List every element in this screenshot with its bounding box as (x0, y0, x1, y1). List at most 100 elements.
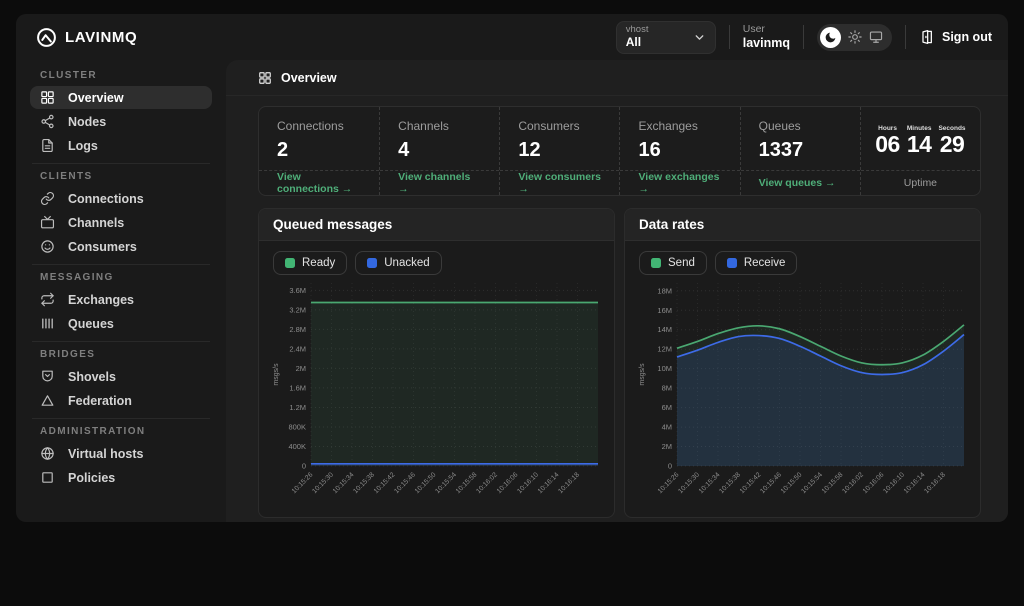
sidebar-item-label: Policies (68, 470, 116, 485)
stat-label: Consumers (518, 119, 580, 133)
svg-text:10:15:58: 10:15:58 (455, 471, 479, 495)
uptime-hours-label: Hours (878, 125, 897, 133)
svg-text:10:16:10: 10:16:10 (882, 471, 906, 495)
stat-card-channels: Channels 4 View channels → (379, 107, 500, 195)
user-label: User (742, 23, 765, 36)
svg-text:12M: 12M (657, 345, 672, 354)
lavinmq-logo-icon (37, 27, 56, 47)
moon-icon[interactable] (820, 26, 841, 48)
vhost-value: All (625, 34, 642, 49)
chart-legend: Send Receive (639, 251, 970, 275)
sidebar-item-shovels[interactable]: Shovels (30, 365, 212, 388)
svg-text:3.6M: 3.6M (289, 286, 306, 295)
sidebar-item-policies[interactable]: Policies (30, 466, 212, 489)
sidebar-item-consumers[interactable]: Consumers (30, 235, 212, 258)
sidebar-section-clients: CLIENTS (40, 171, 93, 182)
svg-text:10:15:58: 10:15:58 (821, 471, 845, 495)
svg-text:10:15:26: 10:15:26 (291, 471, 315, 495)
uptime-seconds-label: Seconds (938, 125, 966, 133)
legend-ready-toggle[interactable]: Ready (273, 251, 348, 275)
legend-receive-toggle[interactable]: Receive (714, 251, 798, 275)
svg-text:10:15:42: 10:15:42 (373, 471, 397, 495)
svg-text:0: 0 (302, 462, 306, 471)
svg-text:10:15:54: 10:15:54 (800, 471, 824, 495)
svg-text:18M: 18M (657, 286, 672, 295)
view-exchanges-link[interactable]: View exchanges → (620, 170, 740, 195)
svg-text:10:15:34: 10:15:34 (332, 471, 356, 495)
svg-text:400K: 400K (288, 442, 306, 451)
data-rates-card: Data rates Send Receive (624, 208, 981, 518)
sidebar-item-queues[interactable]: Queues (30, 312, 212, 335)
svg-text:2.4M: 2.4M (289, 344, 306, 353)
svg-text:10:16:18: 10:16:18 (923, 471, 947, 495)
svg-text:10:15:38: 10:15:38 (718, 471, 742, 495)
sidebar-item-overview[interactable]: Overview (30, 86, 212, 109)
square-icon (42, 472, 53, 483)
sidebar-item-label: Channels (68, 215, 125, 230)
door-exit-icon (922, 30, 932, 44)
stat-value: 16 (638, 139, 661, 161)
svg-text:10:16:14: 10:16:14 (537, 471, 561, 495)
bars-icon (42, 318, 53, 329)
monitor-icon[interactable] (869, 30, 883, 44)
view-queues-link[interactable]: View queues → (740, 170, 860, 195)
brand: LAVINMQ (36, 27, 137, 48)
legend-swatch-blue (726, 258, 737, 268)
sidebar-item-federation[interactable]: Federation (30, 389, 212, 412)
svg-text:3.2M: 3.2M (289, 305, 306, 314)
chart-title: Queued messages (259, 209, 614, 241)
svg-text:10:15:50: 10:15:50 (780, 471, 804, 495)
svg-text:10:15:30: 10:15:30 (677, 471, 701, 495)
tv-icon (40, 215, 55, 229)
main-panel: Overview Connections 2 View connections … (226, 60, 1008, 522)
smile-icon (41, 240, 54, 253)
sidebar-item-label: Consumers (68, 239, 137, 254)
view-channels-link[interactable]: View channels → (380, 170, 500, 195)
sidebar-divider (32, 341, 210, 342)
sidebar-item-channels[interactable]: Channels (30, 211, 212, 234)
brand-name: LAVINMQ (65, 28, 138, 46)
legend-send-toggle[interactable]: Send (639, 251, 707, 275)
sidebar-item-virtual-hosts[interactable]: Virtual hosts (30, 442, 212, 465)
nodes-icon (41, 114, 54, 129)
svg-text:8M: 8M (662, 384, 672, 393)
uptime-seconds-value: 29 (939, 131, 965, 158)
svg-text:10:16:06: 10:16:06 (862, 471, 886, 495)
sidebar-item-exchanges[interactable]: Exchanges (30, 288, 212, 311)
svg-text:10:15:46: 10:15:46 (393, 471, 417, 495)
svg-text:14M: 14M (657, 325, 672, 334)
legend-swatch-green (651, 258, 661, 268)
sidebar-item-logs[interactable]: Logs (30, 134, 212, 157)
uptime-minutes-value: 14 (906, 131, 932, 158)
svg-text:msgs/s: msgs/s (273, 363, 280, 386)
legend-label: Send (668, 257, 695, 269)
svg-text:2M: 2M (296, 364, 306, 373)
stat-card-queues: Queues 1337 View queues → (739, 107, 860, 195)
link-icon (41, 192, 54, 205)
chart-title: Data rates (625, 209, 980, 241)
vhost-label: vhost (625, 23, 649, 35)
page-title: Overview (281, 70, 337, 85)
data-rates-chart: 0 2M 4M 6M 8M 10M 12M 14M 16M 18M 10:15:2610:15:30… (639, 283, 965, 495)
svg-text:10:16:06: 10:16:06 (496, 471, 520, 495)
view-consumers-link[interactable]: View consumers → (500, 170, 620, 195)
charts-row: Queued messages Ready Unacked (258, 208, 981, 518)
stat-card-exchanges: Exchanges 16 View exchanges → (619, 107, 740, 195)
sidebar-item-connections[interactable]: Connections (30, 187, 212, 210)
sidebar-item-nodes[interactable]: Nodes (30, 110, 212, 133)
svg-text:10:16:10: 10:16:10 (516, 471, 540, 495)
svg-text:10:15:34: 10:15:34 (698, 471, 722, 495)
svg-text:10:15:42: 10:15:42 (739, 471, 763, 495)
user-block: User lavinmq (743, 23, 790, 51)
svg-text:16M: 16M (657, 306, 672, 315)
sidebar: CLUSTER Overview Nodes Logs CLIENTS Conn… (16, 60, 226, 522)
legend-unacked-toggle[interactable]: Unacked (355, 251, 442, 275)
sun-icon[interactable] (848, 30, 862, 44)
sign-out-button[interactable]: Sign out (919, 29, 992, 45)
sidebar-divider (32, 163, 210, 164)
view-connections-link[interactable]: View connections → (259, 170, 380, 195)
vhost-select[interactable]: vhost All (615, 20, 716, 54)
sidebar-section-administration: ADMINISTRATION (40, 426, 146, 437)
svg-text:800K: 800K (288, 422, 306, 431)
svg-text:10:16:18: 10:16:18 (557, 471, 581, 495)
